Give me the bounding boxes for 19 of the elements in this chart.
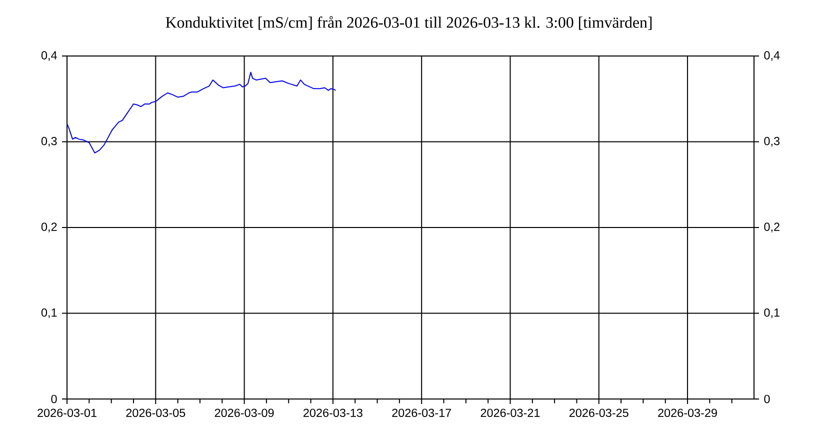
x-tick-label: 2026-03-17 <box>392 408 451 418</box>
y-tick-label: 0,4 <box>41 51 57 61</box>
x-tick-label: 2026-03-21 <box>480 408 540 418</box>
x-tick-label: 2026-03-25 <box>569 408 628 418</box>
x-tick-label: 2026-03-05 <box>126 408 186 418</box>
y2-tick-label: 0,1 <box>764 308 780 318</box>
x-tick-label: 2026-03-13 <box>304 408 362 418</box>
x-tick-label: 2026-03-29 <box>658 408 717 418</box>
chart-title: Konduktivitet [mS/cm] från 2026-03-01 till 2026-03-13 kl. 3:00 [timvärden] <box>166 16 652 30</box>
x-tick-label: 2026-03-09 <box>214 408 274 418</box>
y-tick-label: 0,3 <box>41 136 57 147</box>
y-tick-label: 0,1 <box>41 308 57 318</box>
y2-tick-label: 0,2 <box>764 222 780 232</box>
y2-tick-label: 0 <box>764 394 770 404</box>
y2-tick-label: 0,3 <box>764 136 780 147</box>
y-tick-label: 0 <box>51 394 57 404</box>
y2-tick-label: 0,4 <box>764 51 780 61</box>
y-tick-label: 0,2 <box>41 222 57 232</box>
x-tick-label: 2026-03-01 <box>38 408 96 418</box>
